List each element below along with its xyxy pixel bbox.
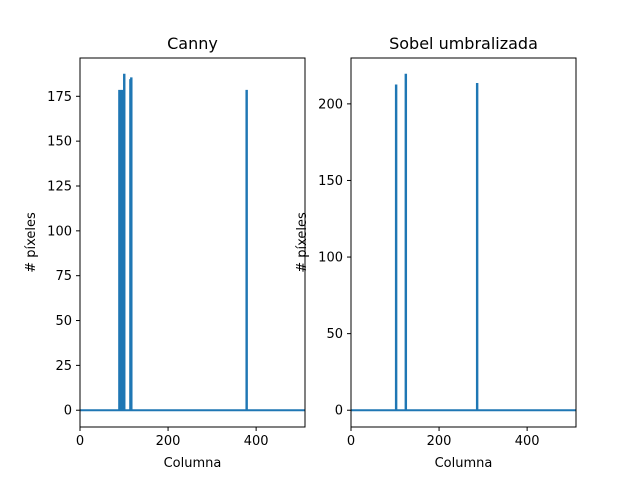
y-tick-label: 100: [318, 251, 343, 266]
axes-canny: 0 200 400 0 25 50 75 100 125 150 175 Canny Columna # …: [24, 34, 306, 471]
chart-title: Sobel umbralizada: [389, 34, 538, 53]
x-tick-label: 400: [515, 434, 540, 449]
y-tick-label: 125: [47, 179, 72, 194]
y-tick-label: 75: [55, 269, 72, 284]
x-tick-label: 400: [244, 434, 269, 449]
series-line-0: [351, 73, 576, 412]
y-tick-label: 100: [47, 224, 72, 239]
y-tick-label: 175: [47, 90, 72, 105]
series-line-0: [80, 73, 305, 412]
x-tick-label: 0: [76, 434, 84, 449]
y-tick-label: 150: [318, 174, 343, 189]
axes-frame: [350, 57, 577, 428]
y-tick-label: 25: [55, 359, 72, 374]
chart-title: Canny: [167, 34, 218, 53]
x-tick-label: 200: [156, 434, 181, 449]
x-tick-label: 0: [347, 434, 355, 449]
y-axis-label: # píxeles: [295, 212, 310, 273]
y-tick-label: 50: [326, 327, 343, 342]
axes-frame: [79, 57, 306, 428]
y-axis-label: # píxeles: [24, 212, 39, 273]
y-tick-label: 150: [47, 135, 72, 150]
y-tick-label: 0: [64, 404, 72, 419]
x-axis-label: Columna: [164, 456, 222, 471]
axes-sobel: 0 200 400 0 50 100 150 200 Sobel umbralizada Colu…: [295, 34, 577, 471]
x-axis-label: Columna: [435, 456, 493, 471]
y-tick-label: 200: [318, 97, 343, 112]
y-tick-label: 0: [335, 404, 343, 419]
y-tick-label: 50: [55, 314, 72, 329]
x-tick-label: 200: [427, 434, 452, 449]
